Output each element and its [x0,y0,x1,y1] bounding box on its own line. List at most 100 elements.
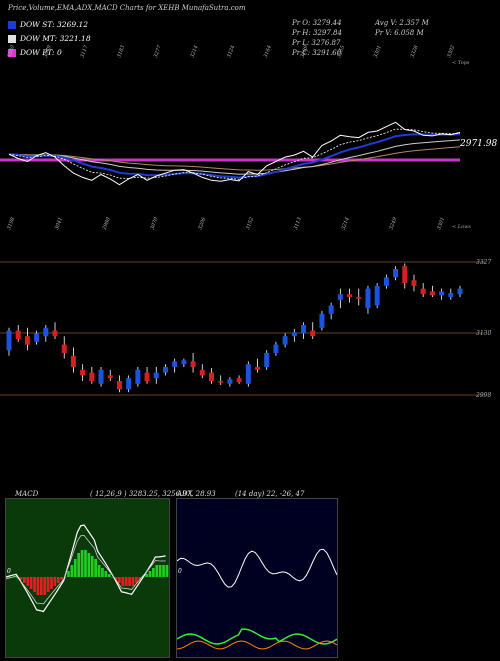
plus-di-line [176,628,338,645]
macd-histogram-bar [77,553,81,577]
macd-histogram-bar [19,577,23,580]
macd-histogram-bar [101,568,104,577]
candle-body [301,325,307,334]
candle-body [374,285,380,306]
macd-histogram-bar [165,565,169,577]
macd-histogram-bar [36,577,40,595]
macd-histogram-bar [97,565,101,577]
legend-label-pt: DOW PT: 0 [20,48,62,57]
macd-panel [5,498,170,658]
candle-body [429,291,435,296]
candle-body [383,277,389,286]
macd-histogram-bar [155,565,159,577]
macd-histogram-bar [94,559,98,577]
low-annotation: 3249 [388,216,398,231]
top-annotation: 3079 [43,44,53,59]
low-annotation: 3152 [245,217,255,231]
candle-body [365,288,371,309]
candle-body [107,375,113,379]
macd-histogram-bar [60,577,64,580]
ema-line-st [8,133,461,179]
adx-panel [176,498,338,658]
lows-label: < Lows [452,224,471,230]
macd-histogram-bar [135,577,138,583]
minus-di-line [176,640,338,650]
macd-histogram-bar [12,577,16,578]
adx-title: ADX [177,490,193,498]
adx-line [176,548,338,588]
macd-histogram-bar [80,550,84,577]
low-annotation: 3113 [293,217,303,231]
candle-body [116,381,122,390]
candle-body [448,293,454,297]
low-value: Pr L: 3276.87 [292,39,341,47]
macd-histogram-bar [84,550,87,577]
legend: DOW ST: 3269.12 DOW MT: 3221.18 DOW PT: … [8,18,91,60]
candle-body [199,369,205,376]
candle-body [420,288,426,295]
macd-histogram-bar [53,577,57,586]
candle-body [190,361,196,367]
macd-line [5,524,166,613]
top-annotation: 3214 [190,45,200,59]
macd-svg [5,499,169,657]
top-annotation: 3117 [80,44,90,59]
price-line [8,121,461,186]
macd-histogram-bar [111,577,114,578]
adx-background [177,499,337,657]
macd-histogram-bar [152,568,155,577]
candle-body [144,372,150,381]
top-annotation: 3255 [336,45,346,59]
macd-histogram-bar [43,577,47,595]
candle-body [347,294,353,297]
candle-body [310,330,316,337]
candle-body [328,305,334,314]
candle-body [15,330,21,339]
candle-body [181,360,187,365]
candle-body [245,364,251,384]
top-annotation: 3302 [446,45,456,59]
prev-volume: Pr V: 6.058 M [375,29,424,37]
adx-params: (14 day) 22, -26, 47 [235,490,305,498]
candle-body [34,333,40,342]
top-annotation: 3301 [373,45,383,59]
macd-histogram-bar [6,577,9,578]
top-annotation: 3124 [226,45,236,59]
candle-body [402,266,408,283]
macd-histogram-bar [158,565,162,577]
candle-body [61,344,67,353]
macd-histogram-bar [124,577,128,586]
macd-histogram-bar [50,577,53,589]
candle-body [89,372,95,381]
price-level-label: 3130 [476,330,491,337]
avg-volume: Avg V: 2.357 M [375,19,429,27]
price-level-label: 3327 [476,259,491,266]
macd-histogram-bar [121,577,125,586]
adx-zero-label: 0 [178,568,182,575]
ema-line-long [8,146,461,171]
candle-body [172,361,178,367]
candle-body [80,369,86,376]
low-annotation: 3041 [54,217,64,231]
ema-line-mid [8,139,461,175]
macd-title: MACD [15,490,39,498]
legend-swatch-pt [8,49,16,57]
pt-level-label: 2971.98 [459,139,497,149]
candle-body [457,288,463,295]
candle-body [439,291,445,296]
candle-body [319,313,325,328]
candle-body [24,336,30,345]
candle-body [153,372,159,379]
ohlc-readout: Pr O: 3279.44 Pr H: 3297.84 Pr L: 3276.8… [292,18,342,58]
low-annotation: 3301 [436,217,446,231]
tops-label: < Tops [452,60,470,66]
macd-histogram-bar [131,577,135,586]
macd-histogram-bar [114,577,118,580]
candle-body [6,330,12,351]
top-annotation: 3328 [410,45,420,59]
candle-body [162,367,168,373]
macd-histogram-bar [107,574,111,577]
candle-body [52,330,58,337]
candle-body [227,379,233,384]
macd-histogram-bar [138,577,142,580]
